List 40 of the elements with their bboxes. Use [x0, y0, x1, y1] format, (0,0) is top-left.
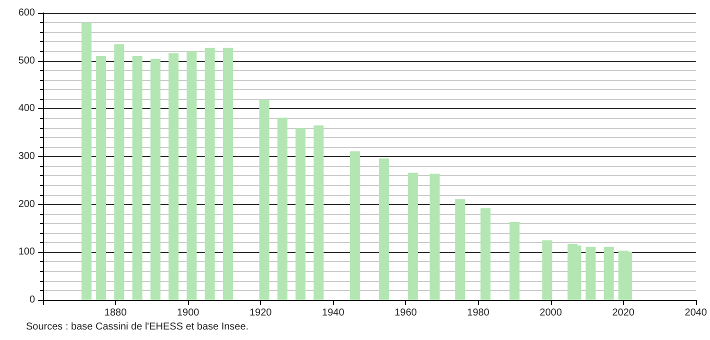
y-tick-label: 300	[18, 151, 36, 162]
x-tick-label: 2020	[612, 308, 635, 318]
bar	[259, 100, 270, 300]
bar	[480, 208, 491, 300]
x-tick-label: 2040	[684, 308, 708, 318]
bar	[542, 240, 552, 300]
y-tick-label: 500	[18, 55, 36, 66]
bar	[378, 158, 389, 300]
source-note: Sources : base Cassini de l'EHESS et base Insee.	[26, 322, 249, 332]
bar	[296, 128, 306, 300]
bar	[186, 51, 197, 300]
bar	[430, 174, 440, 300]
x-tick-label: 2000	[540, 308, 562, 318]
x-tick-label: 1880	[104, 308, 128, 318]
bar	[168, 53, 179, 300]
bar	[82, 22, 92, 300]
bar	[96, 56, 106, 300]
bar	[150, 58, 160, 300]
bar	[455, 199, 466, 300]
y-tick-label: 400	[18, 103, 36, 114]
bar	[604, 246, 614, 300]
bar	[114, 44, 124, 300]
x-tick-label: 1980	[467, 308, 490, 318]
bar	[132, 56, 142, 300]
bar	[408, 172, 418, 300]
y-tick-label: 200	[18, 198, 36, 210]
x-tick-label: 1920	[250, 308, 272, 318]
bar	[204, 48, 215, 300]
y-tick-label: 100	[18, 246, 36, 258]
x-tick-label: 1940	[322, 308, 345, 318]
y-tick-label: 600	[18, 8, 36, 18]
bar	[510, 222, 520, 300]
bar	[222, 48, 233, 300]
x-tick-label: 1960	[394, 308, 418, 318]
bar	[277, 118, 288, 300]
bar	[350, 151, 360, 300]
x-tick-label: 1900	[176, 308, 200, 318]
bar	[586, 246, 596, 300]
y-tick-label: 0	[29, 294, 36, 306]
bar	[314, 125, 324, 300]
